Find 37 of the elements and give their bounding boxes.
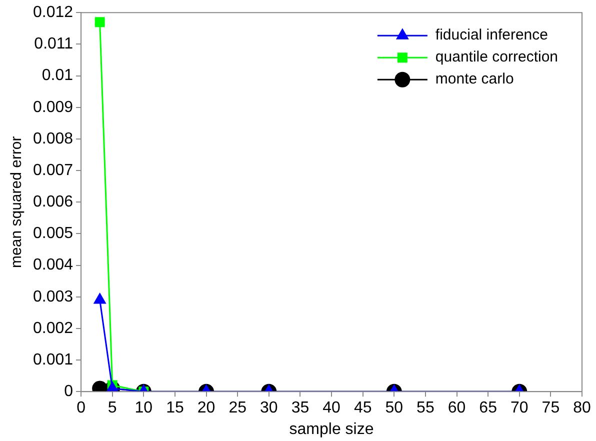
y-tick-label: 0.005	[32, 225, 74, 242]
x-tick-label: 20	[197, 400, 216, 417]
legend-label: monte carlo	[435, 70, 514, 88]
x-tick-label: 70	[510, 400, 528, 417]
y-tick-label: 0.008	[32, 130, 74, 148]
x-tick-label: 0	[76, 400, 86, 417]
y-tick-label: 0.007	[32, 162, 74, 179]
x-tick-label: 45	[354, 400, 372, 417]
y-tick-label: 0.009	[32, 98, 74, 116]
legend-label: quantile correction	[435, 48, 558, 66]
x-tick-label: 30	[260, 400, 278, 417]
x-tick-label: 50	[385, 400, 404, 417]
x-tick-label: 35	[291, 400, 310, 417]
y-tick-label: 0.011	[34, 36, 74, 53]
y-tick-label: 0.01	[42, 67, 74, 84]
x-tick-label: 55	[416, 400, 434, 417]
x-tick-label: 80	[573, 400, 591, 417]
y-tick-label: 0.003	[32, 288, 74, 306]
y-tick-label: 0.012	[32, 4, 74, 22]
x-tick-label: 5	[108, 400, 117, 417]
y-axis-title: mean squared error	[8, 136, 26, 268]
x-tick-label: 60	[448, 400, 466, 417]
y-tick-label: 0.001	[32, 351, 74, 368]
x-tick-label: 25	[228, 400, 247, 417]
y-tick-label: 0.002	[32, 320, 74, 337]
x-tick-label: 40	[322, 400, 341, 417]
legend-label: fiducial inference	[435, 26, 548, 44]
point	[94, 17, 105, 28]
y-tick-label: 0.006	[32, 194, 74, 211]
x-tick-label: 75	[542, 400, 560, 417]
point	[94, 293, 106, 304]
x-tick-label: 15	[166, 400, 184, 417]
x-axis-title: sample size	[289, 420, 374, 438]
x-tick-label: 65	[479, 400, 498, 417]
y-tick-label: 0.004	[32, 256, 74, 274]
y-tick-label: 0	[64, 383, 74, 400]
x-tick-label: 10	[134, 400, 153, 417]
